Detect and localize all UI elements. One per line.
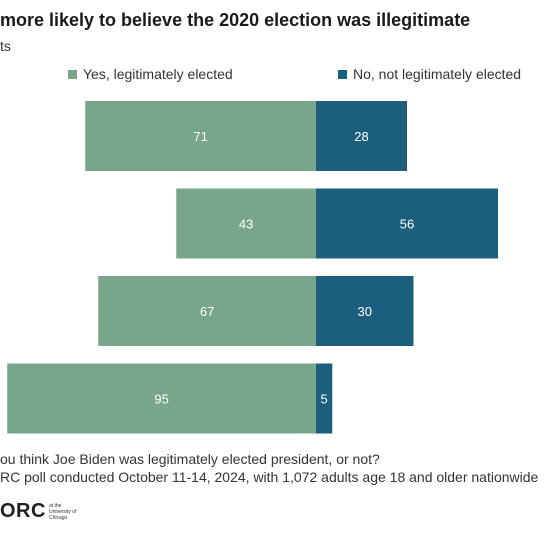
legend-label-no: No, not legitimately elected [353, 66, 522, 82]
diverging-bar-chart: 71 28 43 56 67 30 95 5 [7, 101, 498, 434]
question-note: ou think Joe Biden was legitimately elec… [0, 451, 380, 467]
chart-subtitle: ts [0, 38, 11, 54]
data-label-yes: 71 [193, 129, 207, 144]
bar-yes [98, 276, 316, 346]
bar-no [316, 101, 407, 171]
source-note: RC poll conducted October 11-14, 2024, w… [0, 469, 539, 485]
data-label-yes: 43 [239, 217, 253, 232]
data-label-no: 30 [358, 304, 372, 319]
logo-text: ORC [0, 500, 46, 522]
bar-no [316, 276, 414, 346]
data-label-yes: 95 [154, 392, 168, 407]
bar-no [316, 363, 333, 434]
bar-yes [85, 101, 316, 171]
legend-label-yes: Yes, legitimately elected [83, 66, 233, 82]
bar-yes [7, 363, 316, 434]
data-label-no: 56 [400, 217, 414, 232]
bar-yes [176, 188, 316, 259]
data-label-yes: 67 [200, 304, 214, 319]
norc-logo: ORC at the University of Chicago [0, 500, 83, 523]
chart-title: more likely to believe the 2020 election… [0, 10, 471, 30]
data-label-no: 28 [354, 129, 368, 144]
logo-tagline: at the University of Chicago [48, 502, 77, 521]
legend-swatch-no [338, 70, 347, 79]
legend-item-no: No, not legitimately elected [338, 66, 521, 82]
legend-item-yes: Yes, legitimately elected [68, 66, 233, 82]
data-label-no: 5 [321, 392, 328, 407]
bar-no [316, 188, 498, 259]
legend-swatch-yes [68, 70, 77, 79]
